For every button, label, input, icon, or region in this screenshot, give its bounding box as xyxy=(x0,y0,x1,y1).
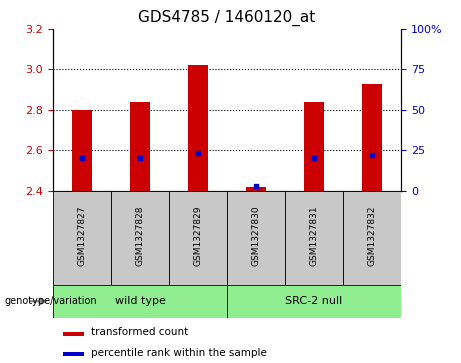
Bar xyxy=(72,110,92,191)
Bar xyxy=(64,352,84,356)
Text: transformed count: transformed count xyxy=(91,327,189,337)
Text: GSM1327827: GSM1327827 xyxy=(77,205,87,266)
Bar xyxy=(53,285,227,318)
Bar xyxy=(111,191,169,285)
Bar xyxy=(130,102,150,191)
Text: wild type: wild type xyxy=(115,296,165,306)
Bar xyxy=(246,187,266,191)
Bar xyxy=(64,332,84,336)
Text: GSM1327829: GSM1327829 xyxy=(194,205,202,266)
Bar xyxy=(304,102,324,191)
Text: GSM1327831: GSM1327831 xyxy=(309,205,319,266)
Bar xyxy=(362,83,382,191)
Text: GSM1327830: GSM1327830 xyxy=(252,205,260,266)
Bar xyxy=(227,285,401,318)
Bar xyxy=(227,191,285,285)
Text: genotype/variation: genotype/variation xyxy=(5,296,97,306)
Text: GSM1327832: GSM1327832 xyxy=(367,205,377,266)
Text: percentile rank within the sample: percentile rank within the sample xyxy=(91,348,267,358)
Text: GSM1327828: GSM1327828 xyxy=(136,205,145,266)
Bar xyxy=(188,65,208,191)
Bar xyxy=(343,191,401,285)
Bar xyxy=(53,191,111,285)
Title: GDS4785 / 1460120_at: GDS4785 / 1460120_at xyxy=(138,10,316,26)
Bar xyxy=(285,191,343,285)
Text: SRC-2 null: SRC-2 null xyxy=(285,296,343,306)
Bar xyxy=(169,191,227,285)
